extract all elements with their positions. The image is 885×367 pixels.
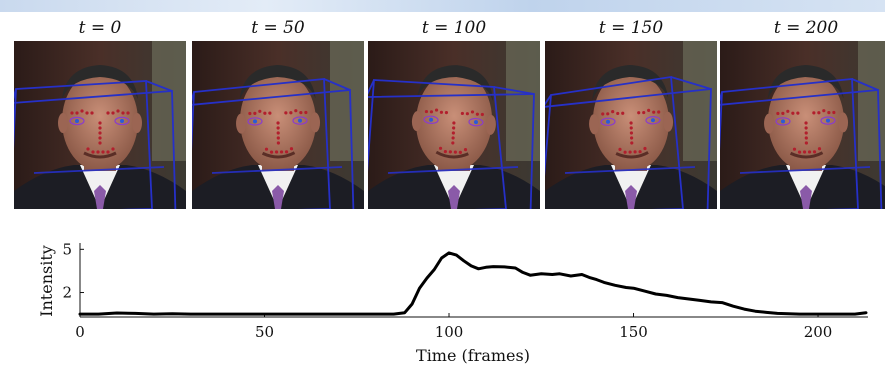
eye-contour: [600, 117, 616, 127]
eye-contour: [468, 117, 484, 127]
y-tick-label: 2: [62, 284, 72, 302]
hair-shape: [417, 65, 494, 102]
video-frame: [368, 41, 540, 209]
y-axis-title: Intensity: [37, 245, 56, 317]
facial-landmarks: [69, 109, 130, 154]
tie-shape: [448, 185, 460, 209]
x-tick-label: 200: [804, 323, 833, 341]
head-pose-cube: [14, 80, 177, 209]
hair-shape: [239, 65, 316, 100]
tie-shape: [800, 185, 812, 209]
iris-point: [253, 119, 258, 124]
x-tick-label: 0: [75, 323, 85, 341]
x-axis-title: Time (frames): [416, 346, 530, 365]
intensity-series-line: [78, 251, 868, 316]
eye-contour: [820, 116, 836, 125]
face: [236, 65, 321, 171]
tie-shape: [272, 185, 284, 209]
frame-time-label: t = 200: [773, 18, 839, 38]
iris-point: [650, 118, 655, 123]
head-pose-cube: [192, 78, 355, 209]
iris-point: [429, 117, 434, 122]
frame-time-label: t = 100: [421, 18, 487, 38]
iris-point: [75, 119, 79, 123]
frame-time-label: t = 150: [598, 18, 664, 38]
head-pose-cube: [545, 75, 712, 209]
head-pose-cube: [368, 79, 535, 209]
facial-landmarks: [775, 109, 836, 154]
facial-landmarks: [423, 108, 484, 154]
video-frame: [545, 41, 717, 209]
frame-time-label: t = 0: [78, 18, 122, 38]
video-frame: [720, 41, 885, 209]
tie-shape: [94, 185, 106, 209]
head-pose-cube: [720, 78, 883, 209]
eye-contour: [292, 116, 308, 125]
x-tick-label: 50: [255, 323, 274, 341]
hair-shape: [592, 65, 669, 101]
iris-point: [606, 119, 611, 124]
eye-contour: [423, 115, 439, 125]
x-tick-label: 150: [619, 323, 648, 341]
y-tick-label: 5: [62, 240, 72, 258]
facial-landmarks: [247, 109, 308, 154]
iris-point: [473, 120, 478, 125]
header-strip: [0, 0, 885, 12]
hair-shape: [767, 65, 844, 100]
video-frame: [14, 41, 186, 209]
iris-point: [120, 119, 124, 123]
face: [58, 65, 142, 171]
iris-point: [781, 119, 786, 124]
eye-contour: [645, 116, 661, 125]
intensity-plot: 0 50 100 150 200 2 5 Time (frames) Intensity: [37, 240, 868, 365]
tie-shape: [625, 185, 637, 209]
eye-contour: [247, 117, 263, 126]
eye-contour: [775, 117, 791, 126]
facial-landmarks: [600, 108, 661, 154]
eye-contour: [114, 116, 130, 126]
frame-time-label: t = 50: [251, 18, 305, 38]
hair-shape: [62, 65, 138, 99]
iris-point: [297, 118, 302, 123]
face: [764, 65, 849, 171]
x-tick-label: 100: [435, 323, 464, 341]
video-frame: [192, 41, 364, 209]
iris-point: [825, 118, 830, 123]
eye-contour: [69, 116, 85, 126]
